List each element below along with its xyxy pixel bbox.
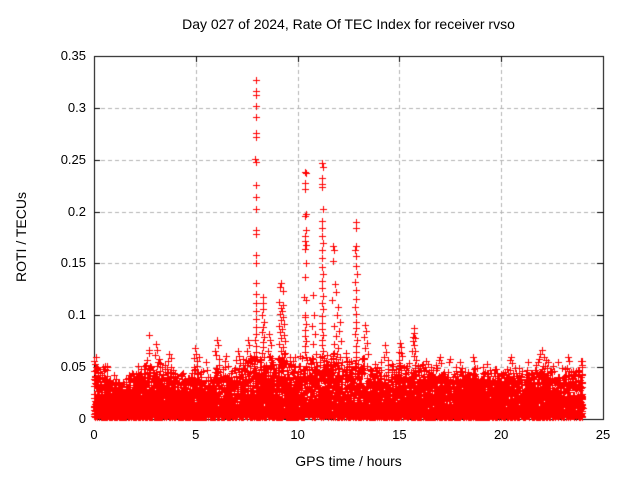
x-tick-label: 0: [90, 427, 98, 442]
x-tick-label: 10: [290, 427, 305, 442]
x-tick-label: 20: [493, 427, 509, 442]
x-tick-label: 15: [392, 427, 407, 442]
y-tick-label: 0.2: [67, 203, 86, 219]
x-axis-label: GPS time / hours: [295, 453, 402, 469]
x-tick-label: 25: [595, 427, 611, 442]
y-tick-label: 0.05: [60, 359, 86, 375]
y-tick-label: 0.35: [60, 48, 86, 63]
chart-title: Day 027 of 2024, Rate Of TEC Index for r…: [182, 16, 515, 32]
y-tick-label: 0.25: [60, 151, 86, 167]
y-tick-label: 0.3: [67, 99, 86, 115]
y-tick-label: 0: [78, 411, 86, 426]
y-tick-label: 0.1: [67, 307, 86, 323]
y-tick-label: 0.15: [60, 255, 86, 271]
x-tick-label: 5: [192, 427, 200, 442]
